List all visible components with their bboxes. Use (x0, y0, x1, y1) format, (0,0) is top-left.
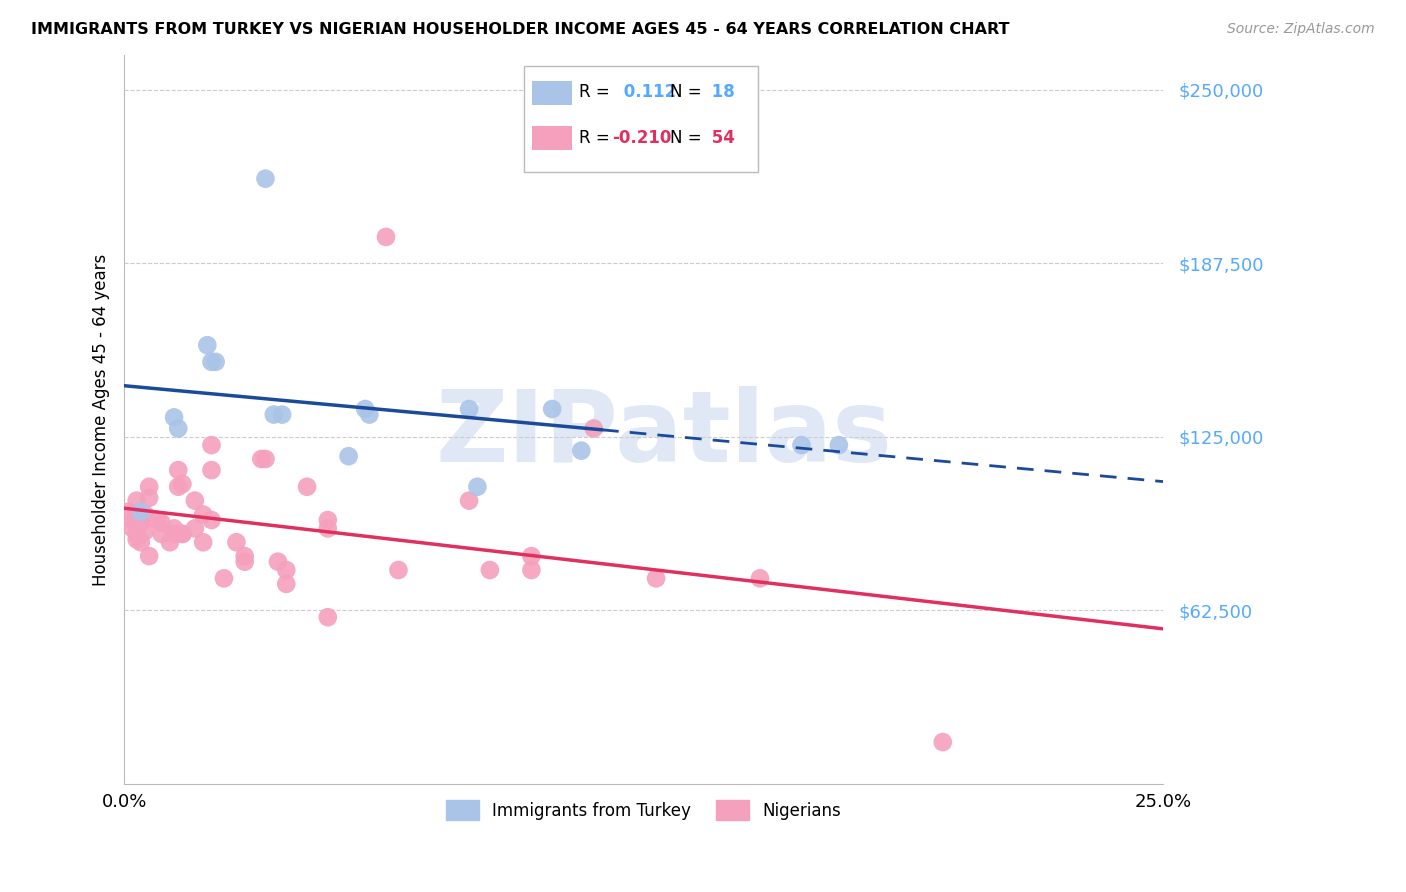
Legend: Immigrants from Turkey, Nigerians: Immigrants from Turkey, Nigerians (439, 794, 848, 826)
Point (172, 527, 194, 541)
Point (478, 563, 501, 577)
Point (134, 508, 156, 522)
FancyBboxPatch shape (533, 80, 572, 104)
Point (467, 480, 489, 494)
Point (184, 493, 207, 508)
Point (316, 610, 339, 624)
Point (828, 438, 851, 452)
Point (121, 521, 143, 535)
Point (138, 480, 160, 494)
Point (129, 505, 152, 519)
Point (150, 527, 173, 541)
Point (645, 571, 668, 585)
FancyBboxPatch shape (524, 66, 758, 172)
Point (749, 571, 772, 585)
Point (129, 535, 152, 549)
Point (263, 408, 285, 422)
Point (121, 513, 143, 527)
Point (387, 563, 409, 577)
Point (150, 516, 173, 530)
Point (295, 480, 318, 494)
Point (233, 549, 256, 563)
Text: N =: N = (669, 129, 702, 147)
Point (167, 480, 190, 494)
Point (520, 563, 543, 577)
Point (582, 421, 605, 435)
Point (134, 524, 156, 538)
Point (125, 533, 148, 547)
Y-axis label: Householder Income Ages 45 - 64 years: Householder Income Ages 45 - 64 years (93, 253, 110, 585)
Text: -0.210: -0.210 (613, 129, 672, 147)
Point (159, 535, 181, 549)
Point (250, 452, 273, 467)
Point (172, 477, 194, 491)
Point (458, 402, 481, 417)
Point (125, 527, 148, 541)
Text: Source: ZipAtlas.com: Source: ZipAtlas.com (1227, 22, 1375, 37)
Point (200, 513, 222, 527)
Point (172, 527, 194, 541)
Text: R =: R = (579, 129, 610, 147)
Point (458, 493, 481, 508)
Point (932, 735, 955, 749)
Point (337, 449, 360, 463)
Point (200, 463, 222, 477)
Point (163, 521, 186, 535)
Text: R =: R = (579, 83, 610, 102)
Point (359, 408, 381, 422)
Text: ZIPatlas: ZIPatlas (436, 385, 893, 483)
Point (163, 410, 186, 425)
Point (276, 577, 298, 591)
Point (212, 571, 235, 585)
Point (163, 527, 186, 541)
FancyBboxPatch shape (533, 126, 572, 150)
Point (271, 408, 294, 422)
Point (541, 402, 564, 417)
Text: IMMIGRANTS FROM TURKEY VS NIGERIAN HOUSEHOLDER INCOME AGES 45 - 64 YEARS CORRELA: IMMIGRANTS FROM TURKEY VS NIGERIAN HOUSE… (31, 22, 1010, 37)
Point (254, 171, 277, 186)
Text: N =: N = (669, 83, 702, 102)
Point (204, 355, 226, 369)
Point (375, 230, 398, 244)
Point (316, 513, 339, 527)
Text: 0.112: 0.112 (617, 83, 676, 102)
Text: 54: 54 (706, 129, 735, 147)
Text: 18: 18 (706, 83, 735, 102)
Point (225, 535, 247, 549)
Point (138, 549, 160, 563)
Point (354, 402, 377, 417)
Point (146, 513, 169, 527)
Point (233, 555, 256, 569)
Point (267, 555, 290, 569)
Point (167, 463, 190, 477)
Point (195, 338, 218, 352)
Point (167, 421, 190, 435)
Point (276, 563, 298, 577)
Point (316, 521, 339, 535)
Point (184, 521, 207, 535)
Point (125, 493, 148, 508)
Point (200, 355, 222, 369)
Point (191, 535, 214, 549)
Point (129, 516, 152, 530)
Point (569, 443, 592, 458)
Point (520, 549, 543, 563)
Point (138, 491, 160, 505)
Point (117, 505, 139, 519)
Point (254, 452, 277, 467)
Point (200, 438, 222, 452)
Point (790, 438, 813, 452)
Point (191, 508, 214, 522)
